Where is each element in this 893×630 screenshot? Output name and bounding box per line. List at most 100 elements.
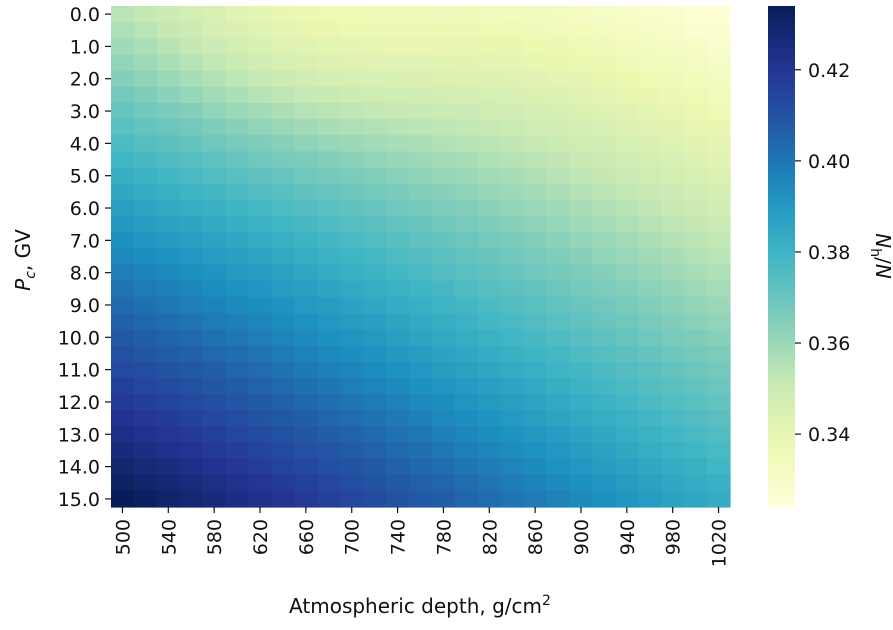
- heatmap-cell: [454, 280, 479, 298]
- heatmap-cell: [179, 474, 204, 492]
- heatmap-cell: [271, 490, 296, 508]
- heatmap-cell: [202, 6, 227, 23]
- heatmap-cell: [523, 442, 548, 460]
- heatmap-cell: [179, 119, 204, 136]
- heatmap-cell: [569, 119, 594, 136]
- heatmap-cell: [707, 410, 731, 427]
- heatmap-cell: [386, 313, 410, 330]
- heatmap-cell: [615, 474, 639, 492]
- heatmap-cell: [363, 22, 387, 39]
- heatmap-cell: [294, 361, 318, 379]
- heatmap-cell: [363, 216, 387, 233]
- colorbar-tick-label: 0.36: [808, 333, 850, 355]
- heatmap-cell: [202, 474, 227, 492]
- heatmap-cell: [431, 264, 456, 282]
- heatmap-cell: [409, 313, 433, 330]
- heatmap-cell: [569, 54, 594, 72]
- heatmap-cell: [294, 167, 318, 185]
- heatmap-cell: [111, 216, 135, 233]
- heatmap-cell: [569, 38, 594, 56]
- heatmap-cell: [500, 248, 525, 266]
- heatmap-cell: [363, 264, 387, 282]
- heatmap-cell: [225, 54, 250, 72]
- heatmap-cell: [202, 183, 227, 201]
- heatmap-cell: [684, 216, 708, 233]
- heatmap-cell: [271, 216, 296, 233]
- y-tick-label: 5.0: [70, 166, 100, 188]
- heatmap-cell: [409, 345, 433, 363]
- heatmap-cell: [684, 264, 708, 282]
- x-tick-label: 940: [617, 519, 639, 555]
- heatmap-cell: [592, 102, 616, 120]
- heatmap-cell: [615, 54, 639, 72]
- x-tick-label: 820: [479, 519, 501, 555]
- colorbar: [768, 6, 795, 507]
- heatmap-cell: [248, 248, 273, 266]
- heatmap-cell: [592, 329, 616, 346]
- heatmap-cell: [477, 54, 502, 72]
- heatmap-cell: [340, 345, 364, 363]
- heatmap-cell: [340, 151, 364, 169]
- heatmap-cell: [317, 199, 341, 217]
- heatmap-cell: [409, 280, 433, 298]
- heatmap-cell: [409, 70, 433, 88]
- heatmap-cell: [500, 442, 525, 460]
- heatmap-cell: [615, 70, 639, 88]
- heatmap-cell: [615, 296, 639, 314]
- heatmap-cell: [546, 329, 571, 346]
- heatmap-cell: [179, 151, 204, 169]
- heatmap-cell: [294, 393, 318, 411]
- heatmap-cell: [661, 426, 685, 443]
- heatmap-cell: [592, 54, 616, 72]
- heatmap-cell: [546, 248, 571, 266]
- heatmap-cell: [409, 329, 433, 346]
- heatmap-cell: [363, 70, 387, 88]
- heatmap-cell: [684, 199, 708, 217]
- heatmap-cell: [340, 102, 364, 120]
- heatmap-cell: [409, 102, 433, 120]
- heatmap-cell: [409, 458, 433, 476]
- heatmap-cell: [661, 183, 685, 201]
- heatmap-cell: [409, 216, 433, 233]
- heatmap-cell: [707, 280, 731, 298]
- heatmap-cell: [317, 167, 341, 185]
- heatmap-cell: [409, 183, 433, 201]
- heatmap-cell: [477, 199, 502, 217]
- heatmap-cell: [202, 410, 227, 427]
- heatmap-cell: [294, 442, 318, 460]
- heatmap-cell: [133, 474, 158, 492]
- heatmap-cell: [111, 426, 135, 443]
- heatmap-cell: [684, 280, 708, 298]
- heatmap-cell: [248, 474, 273, 492]
- heatmap-cell: [294, 296, 318, 314]
- heatmap-cell: [248, 216, 273, 233]
- heatmap-cell: [431, 22, 456, 39]
- heatmap-cell: [111, 329, 135, 346]
- heatmap-cell: [317, 135, 341, 153]
- heatmap-cell: [271, 442, 296, 460]
- heatmap-cell: [615, 377, 639, 395]
- heatmap-cell: [271, 426, 296, 443]
- heatmap-cell: [477, 119, 502, 136]
- heatmap-cell: [294, 6, 318, 23]
- heatmap-cell: [248, 458, 273, 476]
- x-tick-label: 980: [663, 519, 685, 555]
- heatmap-cell: [156, 345, 181, 363]
- heatmap-cell: [225, 458, 250, 476]
- heatmap-cell: [615, 199, 639, 217]
- heatmap-cell: [294, 264, 318, 282]
- heatmap-cell: [179, 38, 204, 56]
- heatmap-cell: [454, 216, 479, 233]
- colorbar-label: Nh/N: [867, 233, 893, 279]
- heatmap-cell: [386, 199, 410, 217]
- heatmap-cell: [500, 296, 525, 314]
- heatmap-cell: [454, 248, 479, 266]
- heatmap-cell: [225, 345, 250, 363]
- heatmap-cell: [569, 361, 594, 379]
- heatmap-cell: [179, 296, 204, 314]
- heatmap-cell: [271, 199, 296, 217]
- heatmap-cell: [546, 490, 571, 508]
- heatmap-cell: [317, 86, 341, 104]
- heatmap-cell: [340, 167, 364, 185]
- heatmap-cell: [454, 474, 479, 492]
